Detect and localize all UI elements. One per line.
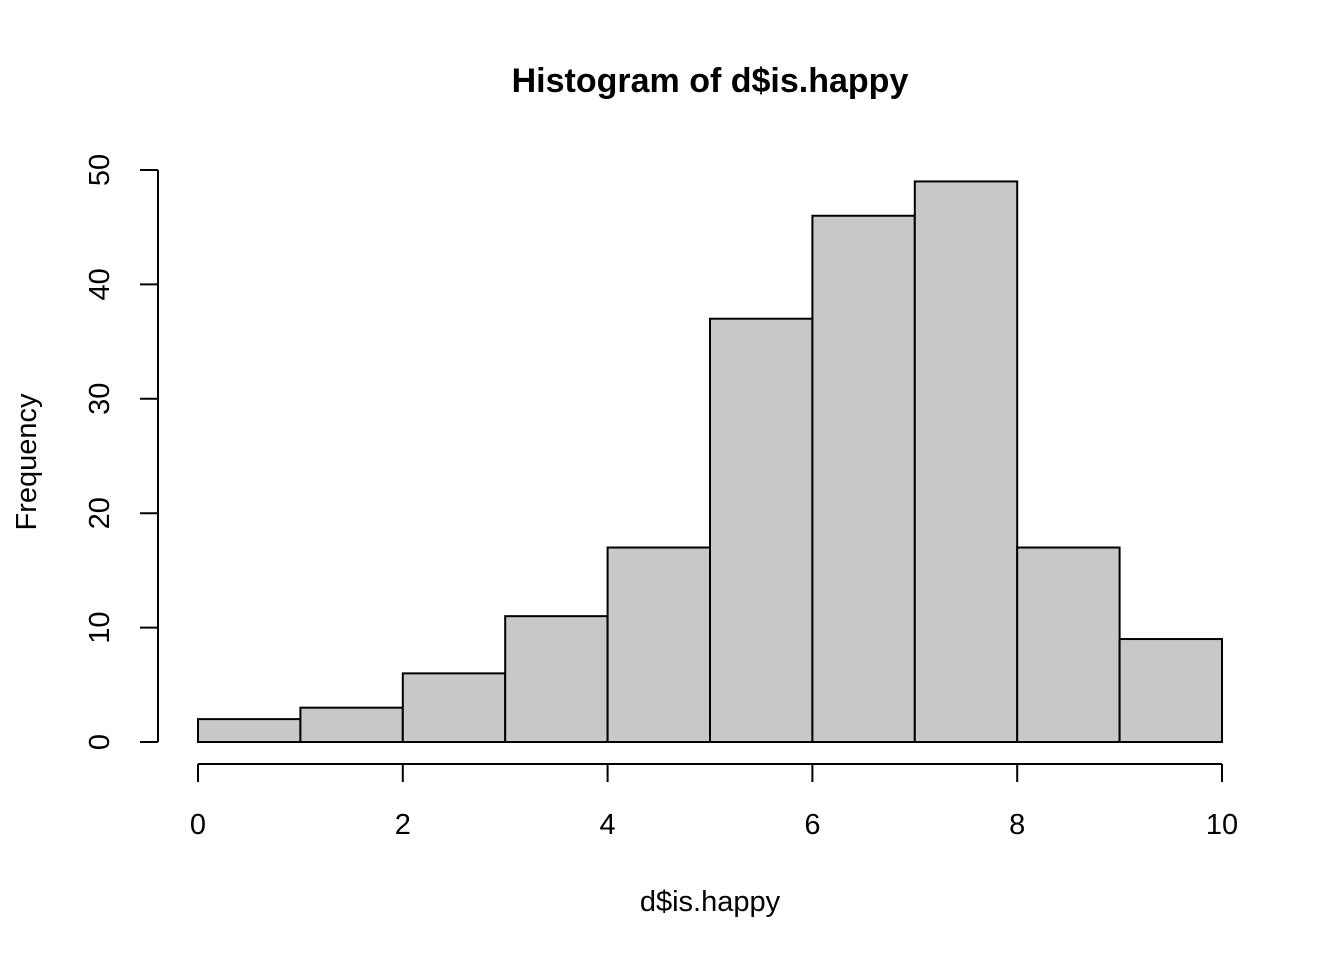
x-axis: 0 2 4 6 8 10 [190, 763, 1238, 841]
histogram-bar-8 [1016, 546, 1121, 744]
y-axis: 0 10 20 30 40 50 [84, 154, 159, 750]
x-axis-label: d$is.happy [640, 886, 781, 918]
histogram-bar-9 [1118, 638, 1223, 743]
x-tick-label-3: 6 [804, 809, 820, 841]
histogram-bar-2 [401, 672, 507, 743]
y-tick-label-0: 0 [84, 734, 116, 750]
histogram-bar-3 [504, 615, 609, 743]
bars-group [197, 180, 1223, 744]
histogram-bar-0 [197, 718, 302, 743]
x-tick-label-4: 8 [1009, 809, 1025, 841]
histogram-bar-7 [913, 180, 1019, 743]
histogram-bar-6 [811, 214, 916, 743]
histogram-bar-1 [299, 706, 404, 743]
y-tick-label-3: 30 [84, 383, 116, 415]
y-tick-label-2: 20 [84, 497, 116, 529]
y-tick-label-5: 50 [84, 154, 116, 186]
chart-title: Histogram of d$is.happy [512, 62, 909, 100]
x-tick-label-5: 10 [1206, 809, 1238, 841]
x-tick-label-2: 4 [600, 809, 616, 841]
x-tick-label-1: 2 [395, 809, 411, 841]
y-tick-label-4: 40 [84, 268, 116, 300]
y-axis-label: Frequency [11, 393, 43, 531]
histogram-bar-4 [606, 546, 711, 744]
histogram-bar-5 [709, 317, 814, 743]
y-tick-label-1: 10 [84, 611, 116, 643]
x-tick-label-0: 0 [190, 809, 206, 841]
